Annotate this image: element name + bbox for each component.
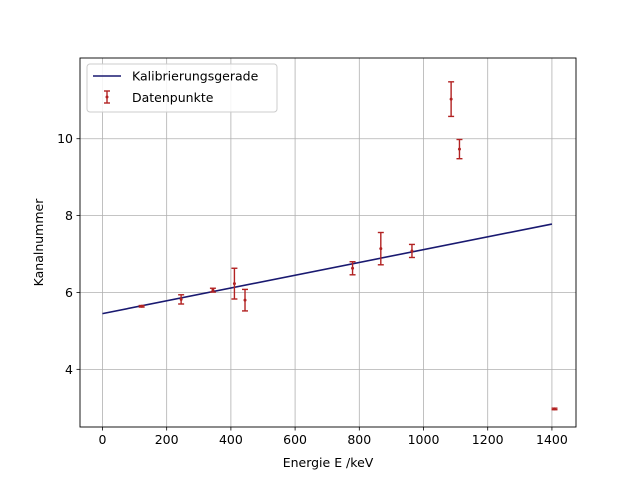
data-marker — [552, 407, 556, 411]
data-marker — [410, 249, 414, 253]
axis-ticks: 0 200 400 600 800 1000 1200 1400 4 6 8 10 — [57, 131, 568, 447]
data-point — [408, 243, 415, 259]
x-tick-label: 400 — [219, 432, 243, 447]
data-point — [138, 304, 145, 308]
x-tick-label: 1400 — [536, 432, 568, 447]
data-marker — [140, 304, 144, 308]
y-tick-label: 8 — [65, 208, 73, 223]
x-axis-label: Energie E /keV — [283, 455, 374, 470]
legend-label-points: Datenpunkte — [132, 90, 214, 105]
y-tick-label: 4 — [65, 362, 73, 377]
data-marker — [449, 97, 453, 101]
y-tick-label: 10 — [57, 131, 73, 146]
y-tick-label: 6 — [65, 285, 73, 300]
x-tick-label: 0 — [98, 432, 106, 447]
legend-box — [86, 63, 278, 113]
data-point — [448, 81, 455, 118]
data-point — [242, 288, 249, 312]
data-marker — [179, 297, 183, 301]
data-marker — [243, 298, 247, 302]
data-point — [209, 287, 216, 293]
grid — [80, 58, 576, 427]
data-marker — [232, 282, 236, 286]
plot-content — [102, 81, 558, 411]
x-tick-label: 1000 — [408, 432, 440, 447]
data-point — [377, 231, 384, 266]
data-point — [349, 261, 356, 276]
data-point — [231, 267, 238, 300]
data-point — [456, 138, 463, 160]
calibration-line — [102, 223, 553, 315]
x-tick-label: 600 — [283, 432, 307, 447]
data-marker — [211, 288, 215, 292]
y-axis-label: Kanalnummer — [31, 198, 46, 287]
data-marker — [379, 247, 383, 251]
data-marker — [351, 266, 355, 270]
x-tick-label: 800 — [347, 432, 371, 447]
legend: Kalibrierungsgerade Datenpunkte — [86, 63, 278, 113]
data-point — [178, 294, 185, 305]
axes-frame — [79, 57, 577, 428]
x-tick-label: 200 — [155, 432, 179, 447]
legend-label-line: Kalibrierungsgerade — [132, 69, 259, 84]
data-marker — [457, 147, 461, 151]
legend-errorbar-swatch — [104, 90, 110, 104]
data-point — [551, 407, 558, 411]
x-tick-label: 1200 — [472, 432, 504, 447]
